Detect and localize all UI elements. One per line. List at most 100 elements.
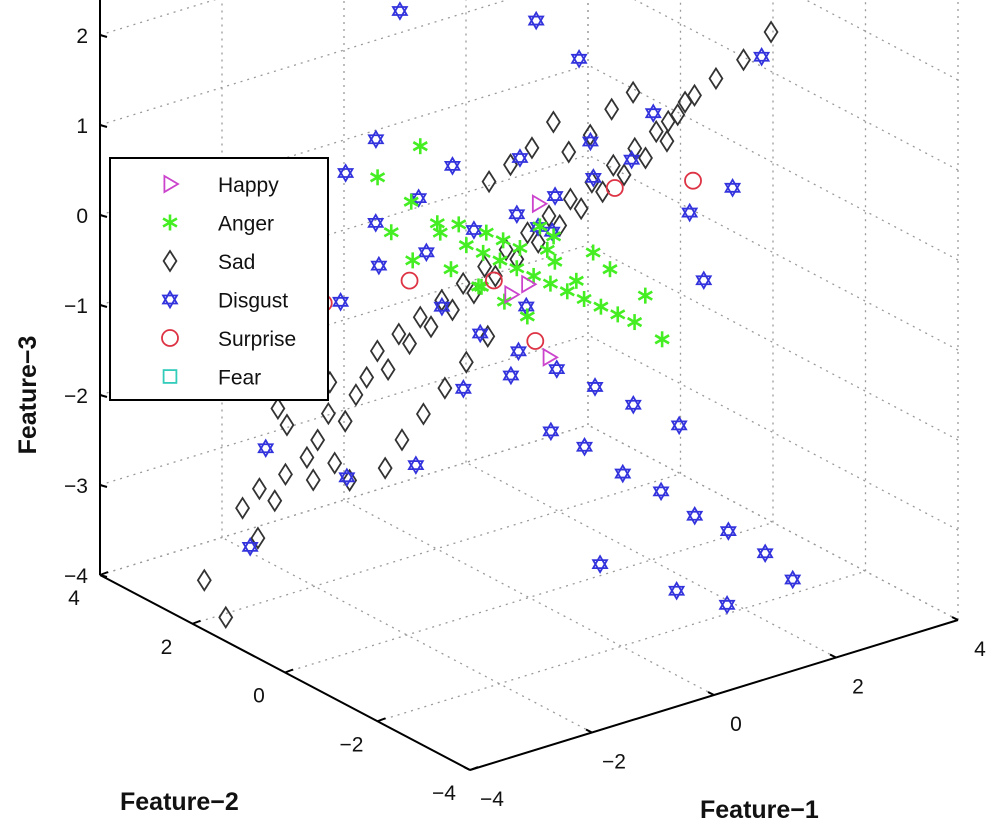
anger-point [626,314,643,331]
grid-line [99,334,589,486]
data-points [196,1,802,630]
sad-point [458,350,474,374]
legend-marker-anger [162,214,178,231]
surprise-point [526,332,545,350]
sad-point [327,451,343,475]
sad-point [736,48,751,72]
z-tick-mark [99,574,108,578]
sad-point [648,119,664,144]
disgust-point [753,46,771,67]
x-tick-mark [707,691,715,696]
sad-point [660,109,676,134]
legend-box [109,157,329,401]
legend: Happy Anger Sad Disgust Surprise Fear [109,157,329,401]
x-tick-label: 2 [852,676,864,699]
anger-point [492,252,508,269]
disgust-point [652,481,670,502]
grid-line [465,461,837,659]
disgust-point [433,296,451,317]
sad-point [394,428,410,452]
legend-label-disgust: Disgust [218,290,288,313]
series-happy [504,194,559,367]
x-tick-label: 4 [974,638,986,661]
sad-point [250,526,266,550]
sad-point [337,409,353,433]
disgust-point [417,242,435,263]
y-tick-label: −4 [432,782,456,805]
sad-point [299,445,315,470]
z-tick-mark [99,124,108,128]
disgust-point [686,505,704,526]
legend-marker-surprise [161,329,179,347]
sad-point [267,489,283,513]
disgust-point [443,156,461,176]
disgust-point [756,543,774,564]
sad-point [342,468,358,492]
y-tick-label: −2 [340,733,364,756]
anger-point [369,169,386,186]
disgust-point [508,204,526,225]
legend-label-happy: Happy [218,174,279,197]
disgust-point [257,438,275,459]
sad-point [279,413,295,437]
grid-line [99,0,509,126]
x-tick-label: −4 [480,788,504,811]
disgust-point [681,202,699,223]
z-tick-mark [99,304,108,308]
sad-point [437,376,453,400]
y-tick-mark [192,619,201,625]
legend-item-surprise: Surprise [161,328,296,351]
anger-point [539,241,555,258]
grid-line [587,154,959,351]
anger-point [545,228,562,245]
x-tick-mark [951,616,959,621]
sad-point [235,496,251,520]
disgust-point [624,394,642,415]
anger-point [610,306,626,323]
z-tick-mark [99,214,108,218]
anger-point [509,260,525,277]
disgust-point [591,554,609,574]
anger-point [568,272,584,289]
legend-item-disgust: Disgust [161,290,288,313]
disgust-point [502,365,520,386]
anger-point [542,275,559,292]
disgust-point [695,270,713,291]
disgust-point [332,292,350,312]
legend-label-anger: Anger [218,213,274,236]
disgust-point [509,341,527,362]
disgust-point [511,148,529,168]
disgust-point [338,467,356,488]
x-tick-mark [829,653,837,659]
sad-point [320,401,336,426]
anger-point [576,291,592,307]
y-tick-label: 2 [161,636,173,659]
sad-point [605,153,621,177]
sad-point [377,456,393,480]
y-tick-label: 4 [68,587,80,610]
legend-marker-fear [162,369,178,384]
anger-point [478,224,494,241]
sad-point [444,298,460,322]
sad-point [763,20,779,44]
z-tick-mark [99,484,108,488]
anger-point [519,308,535,325]
grid-line [284,521,774,674]
sad-point [196,568,212,592]
x-axis-label: Feature−1 [700,796,819,824]
sad-point [561,140,577,164]
surprise-point [484,271,503,290]
anger-point [405,252,421,269]
sad-point [524,136,540,160]
legend-label-fear: Fear [218,367,261,390]
sad-point [251,477,267,501]
disgust-point [542,421,560,442]
sad-point [616,163,632,187]
legend-item-happy: Happy [163,174,279,197]
disgust-point [367,129,385,150]
disgust-point [471,323,489,344]
sad-point [562,187,578,211]
disgust-point [465,220,483,240]
sad-point [423,315,439,339]
anger-point [585,244,601,261]
